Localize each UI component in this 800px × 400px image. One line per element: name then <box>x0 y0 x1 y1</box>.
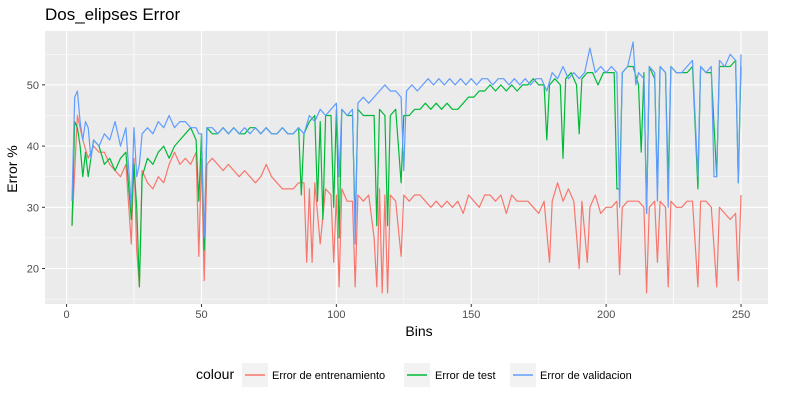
legend-label-1: Error de entrenamiento <box>272 370 385 382</box>
x-tick-label: 250 <box>732 309 750 321</box>
series-line-1 <box>71 114 742 294</box>
legend: colour Error de entrenamiento Error de te… <box>196 363 632 387</box>
legend-title: colour <box>196 366 234 382</box>
y-tick-label: 40 <box>27 141 39 153</box>
series-line-3 <box>71 41 742 245</box>
x-axis-label: Bins <box>405 323 432 339</box>
x-tick-label: 150 <box>462 309 480 321</box>
y-axis-label: Error % <box>4 145 20 192</box>
series-lines <box>71 41 742 294</box>
x-tick-label: 100 <box>327 309 345 321</box>
y-tick-label: 50 <box>27 80 39 92</box>
chart-title: Dos_elipses Error <box>45 5 180 24</box>
legend-label-2: Error de test <box>435 370 496 382</box>
legend-label-3: Error de validacion <box>540 370 632 382</box>
x-axis-ticks: 0 50 100 150 200 250 <box>64 304 750 321</box>
x-tick-label: 200 <box>597 309 615 321</box>
y-tick-label: 30 <box>27 202 39 214</box>
y-tick-label: 20 <box>27 263 39 275</box>
x-tick-label: 0 <box>64 309 70 321</box>
y-axis-ticks: 20 30 40 50 <box>27 80 45 275</box>
x-tick-label: 50 <box>195 309 207 321</box>
series-line-2 <box>71 59 742 288</box>
